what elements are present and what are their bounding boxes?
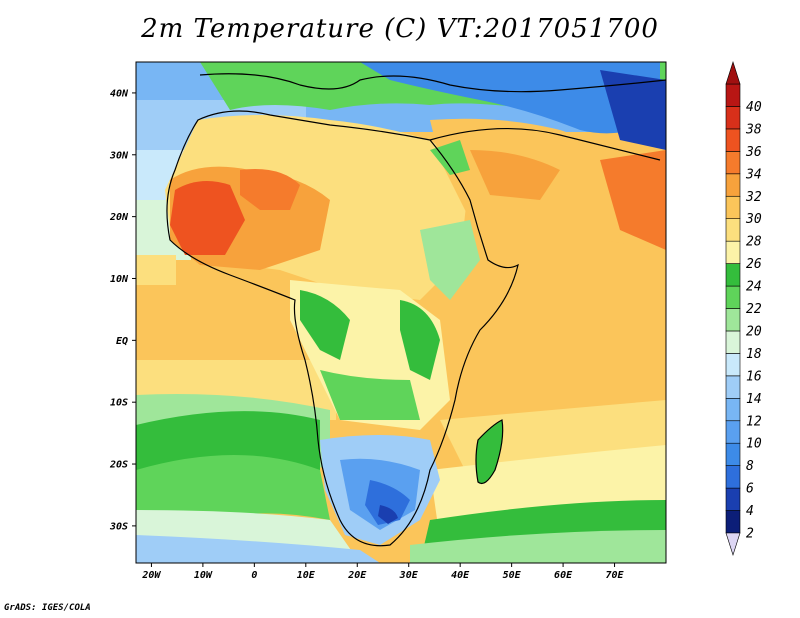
grads-credit: GrADS: IGES/COLA	[4, 603, 91, 613]
colorbar-label: 34	[745, 167, 762, 182]
colorbar-label: 38	[745, 122, 762, 137]
colorbar-label: 40	[746, 100, 762, 115]
lat-tick-label: 40N	[110, 88, 129, 99]
coastlines	[166, 73, 666, 547]
lat-tick-label: 10S	[110, 398, 128, 409]
colorbar-swatch	[725, 218, 741, 242]
map-frame	[135, 61, 667, 564]
lon-tick-label: 30E	[399, 570, 419, 581]
colorbar-swatch	[725, 285, 741, 309]
colorbar-swatch	[725, 83, 741, 107]
colorbar-high-extend	[725, 61, 741, 85]
latitude-axis: 40N 30N 20N 10N EQ 10S 20S 30S	[109, 88, 136, 532]
colorbar-swatch	[725, 263, 741, 287]
lon-tick-label: 0	[251, 570, 257, 581]
colorbar-label: 36	[745, 145, 762, 160]
lon-tick-label: 50E	[503, 570, 522, 581]
lat-tick-label: 20N	[109, 212, 129, 223]
colorbar-swatch	[725, 353, 741, 377]
lon-tick-label: 20E	[347, 570, 367, 581]
map-title: 2m Temperature (C) VT:2017051700	[141, 14, 659, 44]
colorbar-label: 22	[746, 302, 762, 317]
colorbar-low-extend	[725, 532, 741, 556]
colorbar-label: 18	[746, 347, 762, 362]
colorbar-label: 14	[746, 392, 762, 407]
lat-tick-label: 20S	[109, 460, 128, 471]
colorbar-label: 26	[746, 257, 762, 272]
colorbar-label: 28	[746, 235, 762, 250]
colorbar-swatch	[725, 151, 741, 175]
colorbar-label: 30	[745, 212, 762, 227]
colorbar-label: 20	[746, 324, 762, 339]
lon-tick-label: 20W	[141, 570, 161, 581]
colorbar-swatch	[725, 330, 741, 354]
colorbar-label: 4	[746, 504, 754, 519]
lat-tick-label: 30S	[109, 521, 128, 532]
lon-tick-label: 70E	[606, 570, 625, 581]
colorbar-swatch	[725, 420, 741, 444]
colorbar-swatch	[725, 487, 741, 511]
lon-tick-label: 40E	[451, 570, 470, 581]
colorbar-swatch	[725, 510, 741, 534]
colorbar-label: 16	[746, 369, 762, 384]
lon-tick-label: 60E	[554, 570, 573, 581]
temperature-field	[136, 62, 666, 563]
colorbar-swatch	[725, 442, 741, 466]
colorbar-swatch	[725, 308, 741, 332]
colorbar-swatch	[725, 195, 741, 220]
lon-tick-label: 10W	[194, 570, 213, 581]
longitude-axis: 20W 10W 0 10E 20E 30E 40E 50E 60E 70E	[141, 563, 625, 581]
colorbar-swatch	[725, 375, 741, 399]
colorbar-label: 12	[746, 414, 762, 429]
lat-tick-label: EQ	[116, 336, 128, 347]
colorbar-swatch	[725, 106, 741, 130]
colorbar-label: 6	[746, 482, 754, 497]
colorbar-swatch	[725, 173, 741, 197]
colorbar-swatch	[725, 397, 741, 422]
lat-tick-label: 30N	[109, 150, 129, 161]
colorbar-swatch	[725, 240, 741, 264]
colorbar-label: 24	[746, 280, 762, 295]
colorbar-swatch	[725, 465, 741, 489]
colorbar-label: 8	[746, 459, 754, 474]
lon-tick-label: 10E	[297, 570, 316, 581]
colorbar-label: 10	[746, 437, 762, 452]
colorbar-swatch	[725, 128, 741, 152]
colorbar-label: 2	[746, 527, 754, 542]
colorbar-label: 32	[745, 190, 762, 205]
lat-tick-label: 10N	[110, 274, 129, 285]
